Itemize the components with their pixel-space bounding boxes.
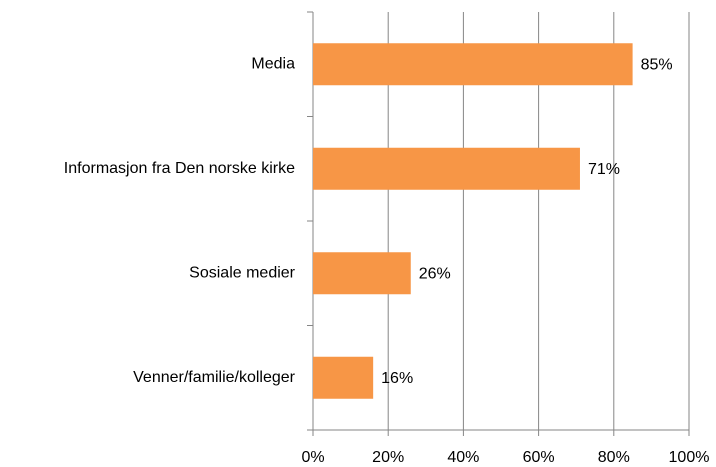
y-tick-label: Media xyxy=(251,55,295,72)
value-label: 85% xyxy=(641,56,673,73)
bar xyxy=(313,147,580,190)
value-label: 16% xyxy=(381,370,413,387)
y-tick-label: Sosiale medier xyxy=(189,264,296,281)
value-label: 71% xyxy=(588,161,620,178)
x-tick-label: 0% xyxy=(301,449,324,466)
x-tick-label: 80% xyxy=(598,449,630,466)
value-label: 26% xyxy=(419,265,451,282)
bar xyxy=(313,356,374,399)
x-tick-label: 60% xyxy=(523,449,555,466)
bar xyxy=(313,252,411,295)
y-tick-label: Venner/familie/kolleger xyxy=(133,369,296,386)
x-tick-label: 40% xyxy=(447,449,479,466)
x-tick-label: 100% xyxy=(669,449,710,466)
bar xyxy=(313,43,633,86)
x-tick-label: 20% xyxy=(372,449,404,466)
y-tick-label: Informasjon fra Den norske kirke xyxy=(64,160,295,177)
